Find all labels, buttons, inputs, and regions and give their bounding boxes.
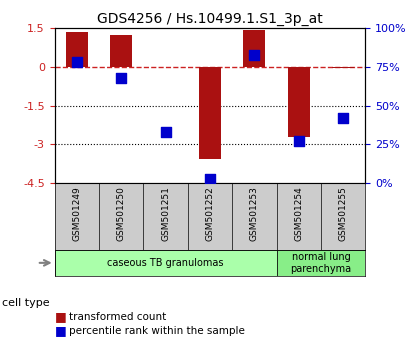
Text: GSM501249: GSM501249 bbox=[72, 187, 81, 241]
Point bbox=[340, 115, 346, 121]
Text: GSM501251: GSM501251 bbox=[161, 187, 170, 241]
Point bbox=[295, 138, 302, 144]
Bar bbox=[288, 67, 310, 137]
Text: caseous TB granulomas: caseous TB granulomas bbox=[108, 258, 224, 268]
Bar bbox=[110, 35, 132, 67]
Text: GSM501254: GSM501254 bbox=[294, 187, 303, 241]
Text: GSM501255: GSM501255 bbox=[339, 187, 348, 241]
Point bbox=[251, 52, 258, 57]
Bar bbox=[243, 30, 265, 67]
Bar bbox=[66, 32, 88, 67]
Bar bbox=[277, 250, 365, 276]
Point bbox=[162, 129, 169, 135]
Text: transformed count: transformed count bbox=[69, 312, 167, 322]
Title: GDS4256 / Hs.10499.1.S1_3p_at: GDS4256 / Hs.10499.1.S1_3p_at bbox=[97, 12, 323, 26]
Text: ■: ■ bbox=[55, 310, 66, 323]
Text: normal lung
parenchyma: normal lung parenchyma bbox=[291, 252, 352, 274]
Point bbox=[207, 176, 213, 181]
Text: cell type: cell type bbox=[2, 298, 50, 308]
Point bbox=[118, 75, 125, 81]
Bar bbox=[55, 250, 277, 276]
Bar bbox=[332, 67, 354, 68]
Text: ■: ■ bbox=[55, 325, 66, 337]
Text: percentile rank within the sample: percentile rank within the sample bbox=[69, 326, 245, 336]
Bar bbox=[199, 67, 221, 159]
Text: GSM501253: GSM501253 bbox=[250, 187, 259, 241]
Text: GSM501250: GSM501250 bbox=[117, 187, 126, 241]
Point bbox=[74, 59, 80, 65]
Text: GSM501252: GSM501252 bbox=[205, 187, 215, 241]
